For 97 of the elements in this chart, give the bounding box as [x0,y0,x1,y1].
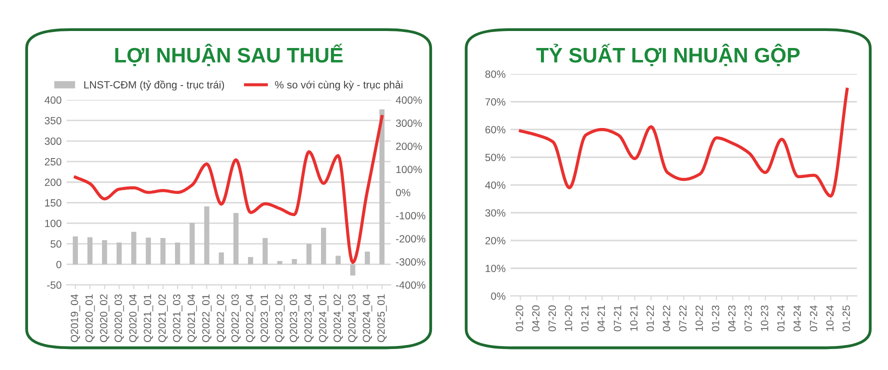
y-tick-label: 10% [486,264,506,272]
x-tick-label: Q2022_01 [202,294,212,342]
y-tick-label: 80% [485,70,506,78]
y-tick-label: 30% [485,209,506,217]
y-tick-label: 250 [44,158,62,166]
y-tick-label: 200 [44,178,62,186]
bar [306,244,312,264]
bar [116,242,122,264]
bar [87,237,93,264]
bar [131,232,136,264]
x-tick-label: Q2021_03 [172,294,182,342]
bar [146,238,151,264]
x-tick-label: Q2020_03 [114,294,124,342]
y-tick-label: 0% [491,292,506,300]
x-tick-label: 01-20 [516,305,524,332]
y-tick-label: 20% [485,237,506,244]
x-tick-label: 10-23 [760,305,768,331]
y-tick-label: -50 [47,281,62,289]
bar [218,252,224,264]
y2-tick-label: 300% [396,120,422,127]
y-tick-label: 100 [45,220,62,228]
y2-tick-label: -100% [396,212,426,220]
x-tick-label: 07-21 [614,306,622,332]
x-tick-label: 01-25 [842,305,850,332]
y-tick-label: 40% [485,182,506,189]
legend-label: % so với cùng kỳ - trục phải [275,80,402,91]
x-tick-label: Q2024_01 [318,294,328,342]
bar [102,240,108,264]
x-tick-label: Q2021_04 [188,294,197,342]
x-tick-label: 07-20 [548,305,556,332]
x-tick-label: Q2020_01 [85,294,95,342]
y-tick-label: 0 [56,260,62,268]
y-tick-label: 400 [44,96,62,104]
x-tick-label: 04-21 [598,306,605,332]
x-tick-label: Q2020_02 [100,294,110,342]
bar [321,228,326,264]
bar [277,261,282,264]
y2-tick-label: -200% [396,235,426,243]
bar [175,242,180,264]
bar [292,259,297,264]
x-tick-label: 10-20 [564,305,572,331]
y2-tick-label: -300% [396,258,426,266]
x-tick-label: Q2022_02 [216,294,226,342]
x-tick-label: 04-23 [728,305,736,332]
x-tick-label: 01-24 [777,305,785,332]
x-tick-label: 04-24 [794,305,801,332]
x-tick-label: 07-22 [679,306,687,332]
x-tick-label: Q2021_02 [158,294,168,342]
x-tick-label: Q2023_03 [290,294,300,342]
y-tick-label: 60% [485,126,506,134]
x-tick-label: 07-24 [810,305,818,332]
x-tick-label: 01-21 [581,306,589,332]
y2-tick-label: 100% [396,166,422,174]
bar [72,236,78,264]
x-tick-label: 04-22 [662,306,670,332]
y-tick-label: 350 [44,116,62,124]
bar [262,238,268,264]
x-tick-label: Q2022_04 [246,294,256,342]
y-tick-label: 50% [485,154,506,162]
x-tick-label: 10-21 [630,306,638,331]
bar [336,256,341,264]
bar [364,252,370,264]
chart-title: LỢI NHUẬN SAU THUẾ [115,44,343,66]
x-tick-label: Q2019_04 [70,294,80,342]
x-tick-label: Q2022_03 [231,294,241,342]
y2-tick-label: 200% [396,142,422,150]
bar [160,238,166,264]
x-tick-label: Q2020_04 [129,294,139,342]
y2-tick-label: 0% [396,188,410,196]
x-tick-label: 07-23 [744,305,752,332]
x-tick-label: 04-20 [532,305,540,332]
x-tick-label: Q2023_01 [260,294,270,342]
bar [379,109,385,264]
bar [190,222,195,264]
chart-title: TỶ SUẤT LỢI NHUẬN GỘP [536,44,800,66]
x-tick-label: Q2023_02 [275,294,285,342]
x-tick-label: Q2025_01 [377,294,387,342]
bar [204,206,210,264]
y-tick-label: 50 [50,240,62,248]
x-tick-label: Q2023_04 [304,294,314,342]
x-tick-label: Q2024_02 [334,294,343,342]
bar [350,264,356,276]
y-tick-label: 300 [44,138,62,145]
y2-tick-label: -400% [396,281,426,289]
y-tick-label: 150 [45,199,62,207]
bar [248,256,254,264]
y-tick-label: 70% [485,98,506,106]
y2-tick-label: 400% [396,96,422,104]
x-tick-label: 10-22 [696,306,703,331]
x-tick-label: 01-22 [646,306,654,332]
x-tick-label: Q2021_01 [144,294,154,342]
x-tick-label: Q2024_04 [362,294,372,342]
x-tick-label: 10-24 [826,305,834,331]
legend-label: LNST-CĐM (tỷ đồng - trục trái) [84,80,224,91]
x-tick-label: Q2024_03 [348,294,358,342]
x-tick-label: 01-23 [712,305,720,332]
bar [233,212,239,264]
